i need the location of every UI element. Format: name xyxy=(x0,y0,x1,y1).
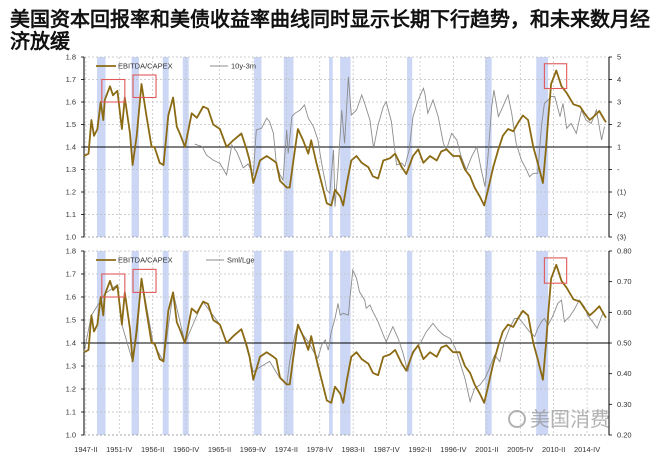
y-tick-label-left: 1.0 xyxy=(66,233,76,242)
x-tick-label: 1956-II xyxy=(141,445,164,454)
y-tick-label-right: (2) xyxy=(617,210,627,219)
y-tick-label-right: 0.60 xyxy=(617,308,632,317)
x-tick-label: 2001-II xyxy=(475,445,498,454)
y-tick-label-left: 1.6 xyxy=(66,293,76,302)
y-tick-label-right: 1 xyxy=(617,143,621,152)
y-tick-label-right: 0.30 xyxy=(617,400,632,409)
y-tick-label-right: 5 xyxy=(617,53,621,62)
legend-label-ebitda-capex: EBITDA/CAPEX xyxy=(118,256,173,265)
legend-label-ebitda-capex: EBITDA/CAPEX xyxy=(118,62,173,71)
y-tick-label-left: 1.2 xyxy=(66,385,76,394)
series-line-ebitda-capex xyxy=(83,69,607,207)
highlight-box xyxy=(543,63,568,90)
y-tick-label-right: (3) xyxy=(617,233,627,242)
y-tick-label-left: 1.8 xyxy=(66,53,76,62)
highlight-box xyxy=(543,257,568,284)
y-tick-label-right: - xyxy=(617,165,620,174)
x-tick-label: 2014-IV xyxy=(574,445,600,454)
x-tick-label: 1974-II xyxy=(275,445,298,454)
watermark: 美国消费 xyxy=(508,408,610,430)
y-tick-label-left: 1.7 xyxy=(66,75,76,84)
chart-panel-2: 1.8 1.7 1.6 1.5 1.4 1.3 1.2 1.1 1.0 0.80 0.70 0.60 0… xyxy=(66,247,632,455)
y-tick-label-left: 1.0 xyxy=(66,431,76,440)
x-tick-label: 1951-IV xyxy=(106,445,132,454)
x-tick-label: 2005-IV xyxy=(507,445,533,454)
x-tick-label: 1978-IV xyxy=(307,445,333,454)
x-tick-label: 1987-IV xyxy=(373,445,399,454)
chart-panel-1: 1.8 1.7 1.6 1.5 1.4 1.3 1.2 1.1 1.0 5 4 3 2 1 - (1) (2) (… xyxy=(66,53,627,242)
legend-label-secondary: 10y-3m xyxy=(231,62,256,71)
x-tick-label: 1947-II xyxy=(74,445,97,454)
highlight-box xyxy=(132,268,157,293)
x-tick-label: 1996-IV xyxy=(440,445,466,454)
y-tick-label-right: 4 xyxy=(617,75,621,84)
y-tick-label-right: 3 xyxy=(617,98,621,107)
y-tick-label-left: 1.1 xyxy=(66,408,76,417)
y-tick-label-right: 2 xyxy=(617,120,621,129)
y-tick-label-right: 0.70 xyxy=(617,277,632,286)
y-tick-label-left: 1.4 xyxy=(66,339,76,348)
x-tick-label: 1965-II xyxy=(208,445,231,454)
y-tick-label-right: 0.50 xyxy=(617,339,632,348)
y-tick-label-left: 1.5 xyxy=(66,120,76,129)
highlight-box xyxy=(101,78,126,103)
y-tick-label-right: (1) xyxy=(617,188,627,197)
x-tick-label: 1992-II xyxy=(408,445,431,454)
y-tick-label-left: 1.6 xyxy=(66,98,76,107)
x-tick-label: 1960-IV xyxy=(173,445,199,454)
y-tick-label-right: 0.40 xyxy=(617,369,632,378)
y-tick-label-left: 1.4 xyxy=(66,143,76,152)
y-tick-label-right: 0.20 xyxy=(617,431,632,440)
chart-title: 美国资本回报率和美债收益率曲线同时显示长期下行趋势，和未来数月经济放缓 xyxy=(10,7,650,53)
watermark-logo-icon xyxy=(508,410,526,428)
watermark-text: 美国消费 xyxy=(530,407,610,431)
x-tick-label: 2010-II xyxy=(542,445,565,454)
y-tick-label-left: 1.3 xyxy=(66,362,76,371)
y-tick-label-left: 1.7 xyxy=(66,270,76,279)
y-tick-label-left: 1.8 xyxy=(66,247,76,256)
series-line-ebitda-capex xyxy=(83,263,607,404)
highlight-box xyxy=(132,74,157,99)
y-tick-label-right: 0.80 xyxy=(617,247,632,256)
y-tick-label-left: 1.5 xyxy=(66,316,76,325)
y-tick-label-left: 1.1 xyxy=(66,210,76,219)
y-tick-label-left: 1.2 xyxy=(66,188,76,197)
y-tick-label-left: 1.3 xyxy=(66,165,76,174)
highlight-box xyxy=(101,273,126,298)
legend-label-secondary: Sml/Lge xyxy=(227,256,255,265)
x-tick-label: 1983-II xyxy=(342,445,365,454)
x-tick-label: 1969-IV xyxy=(240,445,266,454)
